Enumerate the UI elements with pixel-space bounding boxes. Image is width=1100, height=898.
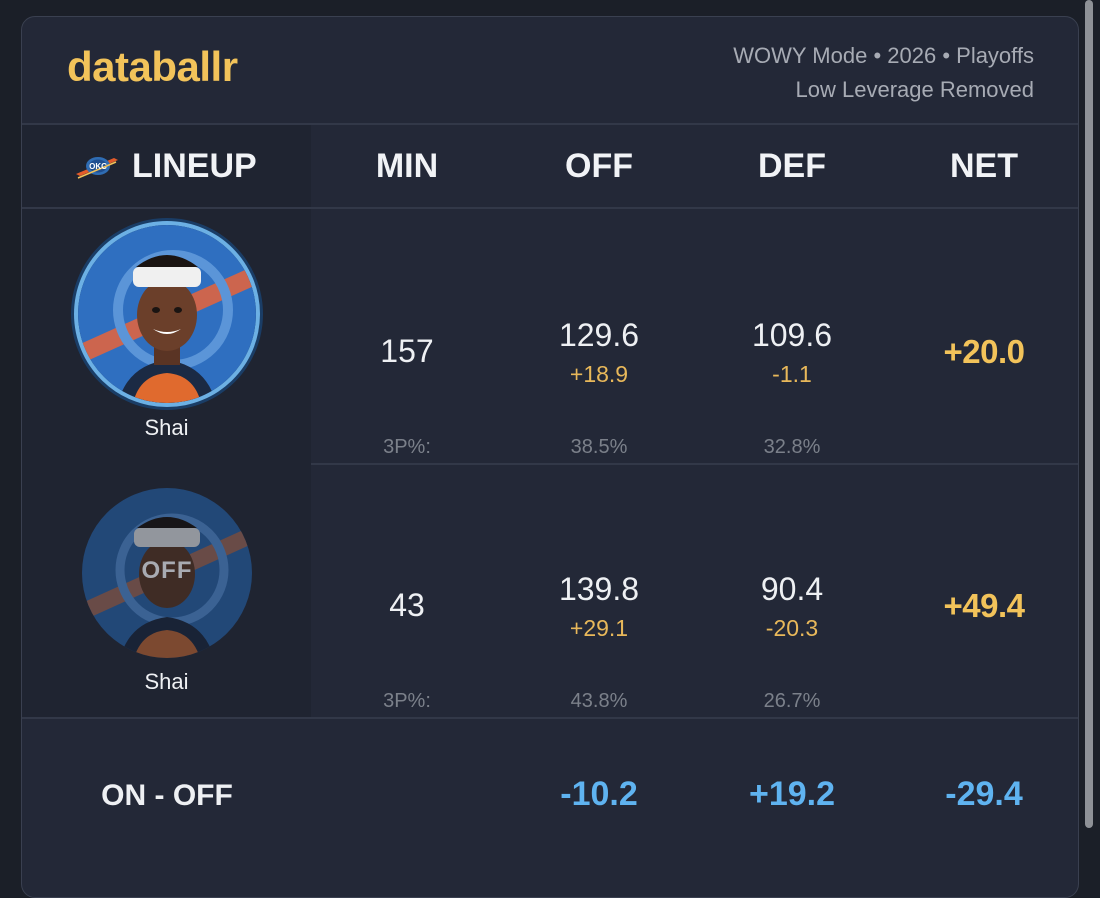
mode-info: WOWY Mode • 2026 • Playoffs Low Leverage…: [733, 39, 1034, 107]
net-rating: +20.0: [943, 333, 1026, 370]
lineup-header-cell: OKC LINEUP: [22, 125, 311, 207]
on-off-def-diff: +19.2: [748, 775, 836, 813]
off-three-pt: 43.8%: [570, 690, 628, 712]
on-off-label: ON - OFF: [101, 779, 233, 812]
table-row-off: OFF Shai 43 139.8 +29.1 90.4 -20.3 +49.4…: [22, 463, 1078, 719]
okc-thunder-logo-icon: OKC: [76, 157, 118, 179]
off-rating: 139.8: [558, 571, 640, 607]
player-avatar-off[interactable]: OFF: [82, 488, 252, 658]
leverage-line: Low Leverage Removed: [795, 77, 1034, 102]
mode-line: WOWY Mode • 2026 • Playoffs: [733, 43, 1034, 68]
off-three-pt: 38.5%: [570, 436, 628, 458]
lineup-cell-off: OFF Shai: [22, 463, 311, 717]
min-value: 157: [380, 333, 434, 369]
card-header: databallr WOWY Mode • 2026 • Playoffs Lo…: [22, 17, 1078, 125]
def-diff: -20.3: [765, 615, 819, 641]
off-overlay-label: OFF: [141, 557, 193, 584]
column-header-row: OKC LINEUP MIN OFF DEF NET: [22, 125, 1078, 209]
three-pt-label: 3P%:: [383, 436, 431, 458]
def-three-pt: 26.7%: [763, 690, 821, 712]
def-column-header[interactable]: DEF: [758, 147, 826, 185]
wowy-card: databallr WOWY Mode • 2026 • Playoffs Lo…: [21, 16, 1079, 898]
def-diff: -1.1: [772, 361, 812, 387]
net-rating: +49.4: [943, 587, 1026, 624]
off-rating: 129.6: [558, 317, 640, 353]
scrollbar-thumb[interactable]: [1085, 0, 1093, 828]
player-photo-icon: [78, 225, 256, 403]
player-name: Shai: [144, 669, 189, 694]
svg-text:OKC: OKC: [89, 162, 107, 171]
on-off-off-diff: -10.2: [560, 775, 638, 813]
off-diff: +29.1: [569, 615, 629, 641]
net-column-header[interactable]: NET: [950, 147, 1018, 185]
def-rating: 90.4: [760, 571, 824, 607]
on-off-summary-row: ON - OFF -10.2 +19.2 -29.4: [22, 717, 1078, 897]
player-photo-icon: [82, 488, 252, 658]
min-column-header[interactable]: MIN: [375, 147, 439, 185]
on-off-net-diff: -29.4: [945, 775, 1023, 813]
def-rating: 109.6: [751, 317, 833, 353]
three-pt-label: 3P%:: [383, 690, 431, 712]
lineup-cell-on: Shai: [22, 209, 311, 463]
player-name: Shai: [144, 415, 189, 440]
off-column-header[interactable]: OFF: [565, 147, 633, 185]
brand-logo[interactable]: databallr: [67, 43, 238, 90]
min-value: 43: [389, 587, 425, 623]
table-row-on: Shai 157 129.6 +18.9 109.6 -1.1 +20.0 3P…: [22, 209, 1078, 465]
player-avatar-on[interactable]: [78, 225, 256, 403]
def-three-pt: 32.8%: [763, 436, 821, 458]
off-diff: +18.9: [569, 361, 629, 387]
lineup-column-header: LINEUP: [132, 147, 257, 185]
